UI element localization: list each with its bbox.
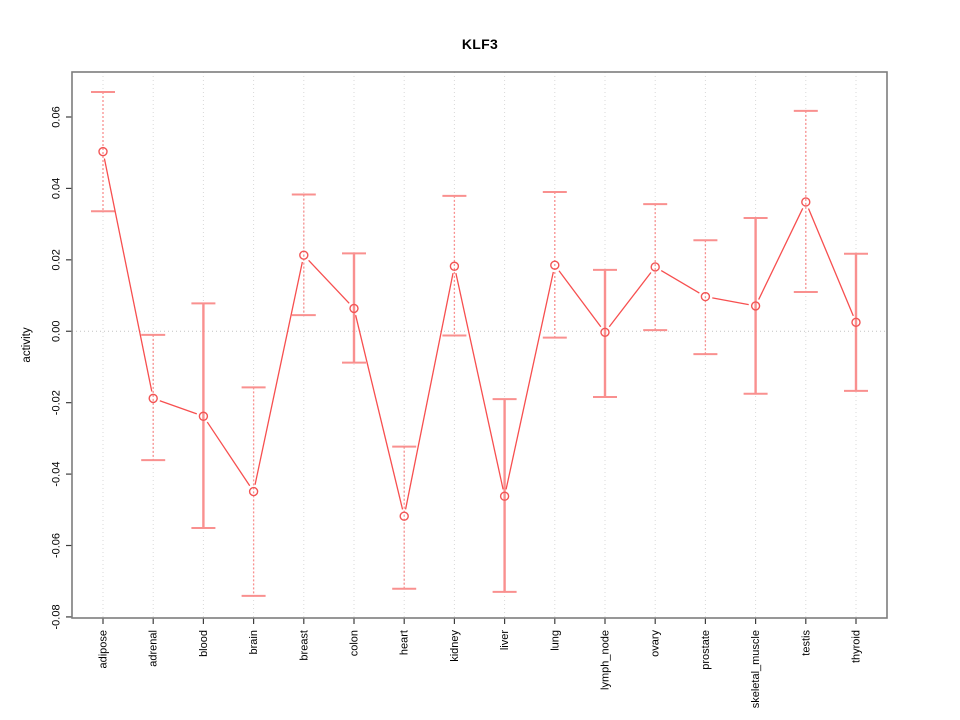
x-tick-label: adipose [98, 630, 110, 669]
x-tick-label: ovary [650, 630, 662, 657]
data-point [248, 486, 259, 497]
y-tick-label: 0.02 [51, 249, 63, 270]
x-tick-label: lymph_node [600, 630, 612, 690]
x-tick-label: colon [349, 630, 361, 656]
plot-box [71, 71, 888, 619]
data-point [148, 393, 158, 404]
data-point [600, 327, 610, 338]
data-point [499, 491, 510, 501]
x-tick-label: lung [549, 630, 561, 651]
y-tick-label: 0.00 [51, 321, 63, 342]
data-point [449, 261, 460, 271]
series-line-segment [758, 208, 804, 300]
series-line-segment [103, 158, 153, 392]
data-point [851, 317, 861, 328]
series-line-segment [308, 259, 350, 304]
x-tick-label: kidney [449, 630, 461, 662]
data-point [198, 411, 209, 421]
series-line-segment [660, 269, 700, 294]
x-tick-label: heart [399, 630, 411, 655]
x-tick-label: liver [499, 630, 511, 651]
series-line-segment [712, 297, 749, 306]
data-point [399, 511, 409, 521]
series-line-segment [206, 421, 251, 487]
x-tick-label: testis [800, 630, 812, 656]
series-line-segment [558, 270, 602, 328]
series-line-segment [608, 272, 652, 328]
series-line-segment [404, 272, 454, 510]
x-tick-label: prostate [700, 630, 712, 670]
series-line-segment [254, 261, 303, 485]
x-tick-label: breast [298, 630, 310, 661]
data-point [750, 301, 761, 311]
y-tick-label: -0.08 [51, 604, 63, 629]
y-tick-label: -0.02 [51, 390, 63, 415]
x-tick-label: adrenal [148, 630, 160, 667]
x-tick-label: blood [198, 630, 210, 657]
x-tick-label: brain [248, 630, 260, 654]
data-point [299, 250, 309, 260]
y-tick-label: 0.04 [51, 178, 63, 199]
data-point [700, 291, 711, 302]
y-tick-label: -0.04 [51, 462, 63, 487]
data-point [98, 146, 108, 157]
series-line-segment [159, 400, 198, 415]
y-tick-label: 0.06 [51, 106, 63, 127]
series-line-segment [355, 315, 404, 510]
data-point [650, 262, 660, 272]
y-tick-label: -0.06 [51, 533, 63, 558]
x-tick-label: thyroid [851, 630, 863, 663]
series-line-segment [505, 271, 554, 490]
data-point [550, 260, 560, 270]
series-line-segment [455, 272, 504, 490]
series-line-segment [807, 208, 854, 317]
data-point [801, 197, 811, 207]
data-point [349, 303, 359, 314]
chart-title: KLF3 [461, 36, 499, 52]
x-tick-label: skeletal_muscle [750, 630, 762, 708]
